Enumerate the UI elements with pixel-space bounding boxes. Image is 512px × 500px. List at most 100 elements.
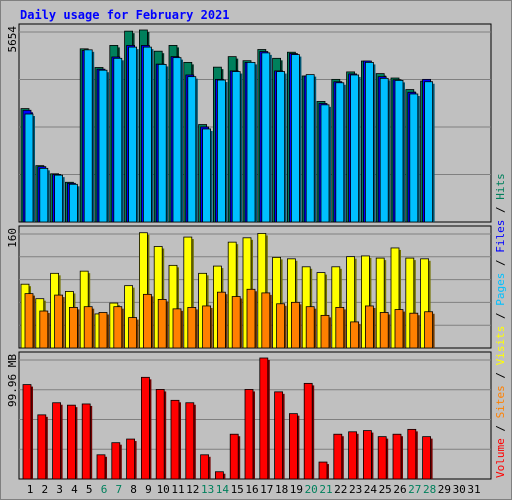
legend-entry: / [494,365,507,385]
bar-volume-day-21 [318,461,328,480]
x-tick-label-day-25: 25 [379,483,392,496]
bar-volume-day-11 [170,399,180,480]
legend-entry: / [494,200,507,220]
legend-entry: Visits [494,326,507,366]
bar-sites-day-23 [350,321,360,349]
bar-pages-day-14 [216,79,226,223]
x-tick-label-day-2: 2 [41,483,48,496]
y-max-label-top: 5654 [6,26,19,53]
bar-sites-day-22 [335,306,345,349]
bar-sites-day-13 [202,305,212,349]
bar-volume-day-16 [244,389,254,480]
bar-volume-day-25 [377,436,387,480]
x-tick-label-day-8: 8 [130,483,137,496]
bar-volume-day-18 [274,391,284,480]
y-max-label-middle: 160 [6,228,19,248]
bar-pages-day-5 [83,49,93,223]
bar-pages-day-18 [276,71,286,223]
bar-volume-day-28 [422,436,432,480]
bar-volume-day-17 [259,357,269,480]
bar-pages-day-11 [172,57,182,223]
x-tick-label-day-31: 31 [467,483,480,496]
bar-pages-day-8 [128,46,138,223]
bar-sites-day-25 [379,312,389,349]
bar-volume-day-14 [214,471,224,480]
bar-pages-day-17 [261,52,271,223]
bar-pages-day-23 [350,74,360,223]
x-tick-label-day-17: 17 [260,483,273,496]
legend-entry: Volume [494,438,507,478]
x-tick-label-day-27: 27 [408,483,421,496]
x-tick-label-day-28: 28 [423,483,436,496]
bar-sites-day-19 [290,301,300,349]
x-tick-label-day-21: 21 [319,483,332,496]
bar-volume-day-23 [348,431,358,480]
bar-sites-day-17 [261,292,271,349]
x-tick-label-day-16: 16 [245,483,258,496]
bar-sites-day-8 [128,317,138,349]
bar-sites-day-18 [276,303,286,349]
bar-pages-day-27 [409,93,419,223]
bar-volume-day-15 [229,433,239,480]
legend-entry: Pages [494,273,507,306]
bar-volume-day-12 [185,402,195,480]
bar-volume-day-1 [22,384,32,480]
x-tick-label-day-22: 22 [334,483,347,496]
bar-pages-day-10 [157,64,167,223]
x-tick-label-day-1: 1 [27,483,34,496]
bar-sites-day-11 [172,308,182,349]
bar-volume-day-27 [407,428,417,480]
bar-volume-day-6 [96,454,106,480]
bar-pages-day-3 [54,174,63,223]
bar-volume-day-9 [140,376,150,480]
x-tick-label-day-5: 5 [86,483,93,496]
bar-volume-day-4 [67,404,76,480]
bar-pages-day-6 [98,69,108,223]
x-tick-label-day-18: 18 [275,483,288,496]
bar-sites-day-12 [187,306,197,349]
x-tick-label-day-19: 19 [290,483,303,496]
x-tick-label-day-3: 3 [56,483,63,496]
bar-sites-day-6 [98,312,108,349]
right-legend: Volume / Sites / Visits / Pages / Files … [494,173,507,478]
legend-entry: / [494,306,507,326]
x-tick-label-day-30: 30 [453,483,466,496]
bar-pages-day-20 [305,74,315,223]
bar-sites-day-20 [305,306,315,349]
x-tick-label-day-26: 26 [393,483,406,496]
legend-entry: Sites [494,385,507,418]
bar-pages-day-28 [424,81,434,223]
bar-volume-day-13 [200,454,210,480]
bar-pages-day-9 [142,46,152,223]
bar-sites-day-1 [24,293,34,349]
x-tick-label-day-29: 29 [438,483,451,496]
bar-pages-day-12 [187,76,197,223]
bar-sites-day-24 [364,305,374,349]
bar-sites-day-7 [113,306,123,349]
bar-pages-day-4 [69,183,78,223]
x-tick-label-day-23: 23 [349,483,362,496]
x-tick-label-day-11: 11 [171,483,184,496]
bar-sites-day-15 [231,296,241,349]
bar-pages-day-16 [246,61,256,223]
bar-volume-day-19 [288,413,298,480]
bar-sites-day-10 [157,299,167,349]
bar-sites-day-27 [409,312,419,349]
bar-sites-day-3 [54,294,63,349]
bar-volume-day-2 [37,414,47,480]
bar-sites-day-21 [320,314,330,349]
x-tick-label-day-15: 15 [231,483,244,496]
bar-sites-day-26 [394,309,404,349]
bar-volume-day-26 [392,433,402,480]
bar-volume-day-8 [126,438,135,480]
x-tick-label-day-14: 14 [216,483,230,496]
bar-sites-day-14 [216,291,226,349]
x-tick-label-day-12: 12 [186,483,199,496]
bar-volume-day-7 [111,442,121,480]
bar-pages-day-1 [24,113,34,223]
legend-entry: / [494,253,507,273]
x-tick-label-day-10: 10 [157,483,170,496]
bar-volume-day-5 [81,403,91,480]
